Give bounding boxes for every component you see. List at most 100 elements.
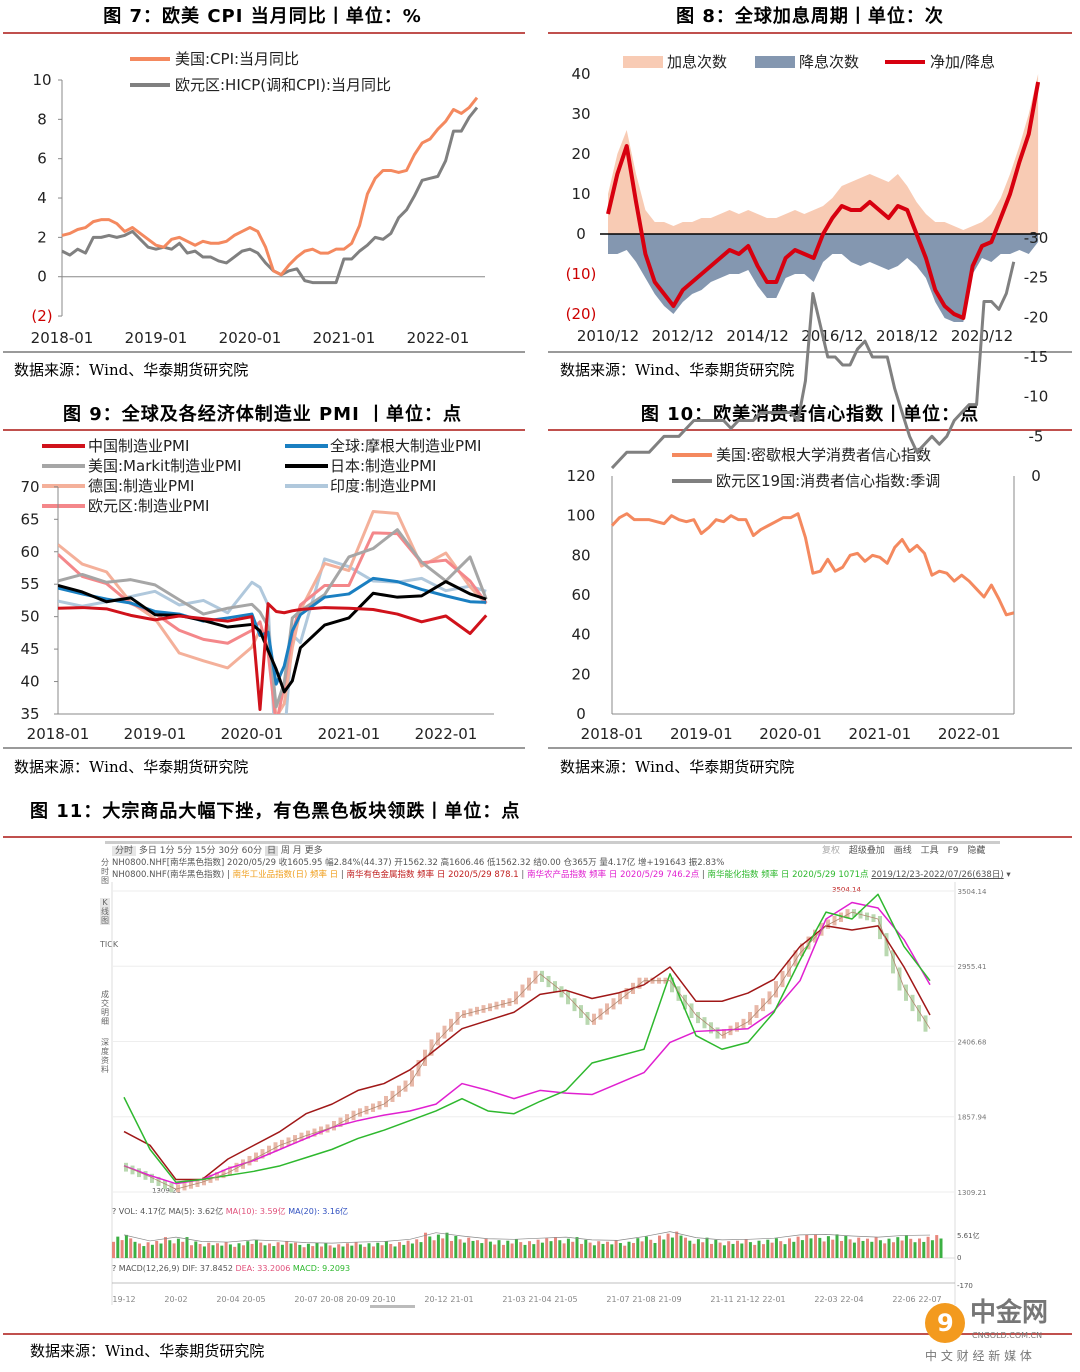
- side-tab[interactable]: 成交明细: [101, 990, 109, 1026]
- fig9-title: 图 9：全球及各经济体制造业 PMI 丨单位：点: [62, 404, 463, 425]
- candle: [839, 912, 843, 922]
- volume-bar: [800, 1240, 804, 1258]
- tab-period[interactable]: 分时: [112, 846, 137, 856]
- tool-button[interactable]: 画线: [893, 846, 912, 856]
- tick-label: 1857.94: [958, 1114, 987, 1122]
- volume-bar: [623, 1245, 627, 1258]
- side-tab[interactable]: 深度资料: [101, 1038, 109, 1074]
- volume-bar: [112, 1241, 115, 1258]
- tick-label: 20-08: [320, 1295, 343, 1304]
- candle: [377, 1101, 382, 1110]
- candle: [455, 1011, 460, 1025]
- candle: [748, 1011, 752, 1025]
- volume-bar: [753, 1244, 757, 1258]
- side-tab[interactable]: K线图: [100, 898, 110, 925]
- tab-period[interactable]: 60分: [241, 846, 263, 856]
- tab-period[interactable]: 1分: [159, 846, 175, 856]
- tab-period[interactable]: 周: [280, 846, 290, 856]
- date-range[interactable]: 2019/12/23-2022/07/26(638日): [871, 870, 1004, 880]
- volume-bar: [796, 1236, 800, 1258]
- tool-button[interactable]: 复权: [822, 846, 841, 856]
- tool-button[interactable]: 工具: [920, 846, 939, 856]
- side-tab[interactable]: 分时图: [101, 858, 109, 885]
- volume-bar: [155, 1240, 159, 1258]
- volume-bar: [358, 1244, 362, 1258]
- volume-bar: [597, 1241, 601, 1258]
- volume-bar: [384, 1241, 388, 1258]
- index-line: [123, 925, 931, 1181]
- volume-bar: [124, 1234, 128, 1258]
- candle: [137, 1168, 141, 1178]
- volume-bar: [606, 1241, 609, 1258]
- candle: [878, 915, 882, 940]
- tick-label: 40: [571, 65, 590, 83]
- tab-period[interactable]: 5分: [177, 846, 193, 856]
- tick-label: 21-12: [736, 1295, 759, 1304]
- vol-ma20: MA(20): 3.16亿: [288, 1207, 349, 1216]
- tab-period[interactable]: 日: [264, 846, 278, 856]
- volume-bar: [237, 1243, 241, 1258]
- candle: [598, 1008, 603, 1020]
- volume-bar: [211, 1245, 215, 1258]
- fig11-source: 数据来源：Wind、华泰期货研究院: [30, 1342, 265, 1360]
- tick-label: 0: [576, 225, 586, 243]
- candle: [592, 1013, 596, 1025]
- legend-label: 美国:Markit制造业PMI: [88, 457, 242, 475]
- tick-label: 20-12: [424, 1295, 447, 1304]
- candle: [150, 1173, 154, 1183]
- tick-label: (20): [566, 305, 597, 323]
- volume-bar: [666, 1233, 670, 1258]
- candle: [683, 994, 687, 1010]
- tool-button[interactable]: 隐藏: [967, 846, 986, 856]
- volume-bar: [514, 1239, 518, 1258]
- legend-swatch: [755, 56, 795, 68]
- legend-label: 美国:密歇根大学消费者信心指数: [716, 446, 932, 464]
- volume-bar: [913, 1242, 917, 1258]
- legend-swatch: [42, 444, 85, 448]
- tick-label: 2012/12: [652, 327, 714, 345]
- volume-bar: [220, 1245, 224, 1258]
- volume-bar: [774, 1238, 778, 1258]
- candle: [540, 970, 544, 982]
- logo-glyph-icon: 9: [937, 1309, 954, 1337]
- tab-period[interactable]: 更多: [304, 846, 323, 856]
- fig10-bottom-rule: [548, 747, 1072, 749]
- volume-bar: [346, 1243, 349, 1258]
- volume-bar: [224, 1242, 228, 1258]
- tick-label: 2955.41: [958, 963, 987, 971]
- tab-period[interactable]: 月: [292, 846, 302, 856]
- candle: [845, 909, 850, 919]
- tool-button[interactable]: 超级叠加: [848, 846, 885, 856]
- candle: [228, 1166, 232, 1176]
- tick-label: 2020-01: [221, 725, 284, 743]
- volume-bar: [857, 1237, 861, 1258]
- volume-bar: [575, 1237, 579, 1258]
- tick-label: 2019-01: [125, 329, 188, 347]
- volume-bar: [762, 1244, 765, 1258]
- horizontal-scrollbar[interactable]: [370, 1305, 415, 1308]
- candle: [923, 1015, 928, 1032]
- volume-bar: [757, 1240, 761, 1258]
- tab-period[interactable]: 多日: [138, 846, 157, 856]
- tab-period[interactable]: 15分: [195, 846, 216, 856]
- volume-bar: [502, 1244, 505, 1258]
- fig9-bottom-rule: [3, 747, 525, 749]
- tab-period[interactable]: 30分: [218, 846, 239, 856]
- side-tab[interactable]: TICK: [100, 940, 119, 949]
- volume-bar: [324, 1243, 328, 1258]
- volume-bar: [900, 1240, 904, 1258]
- tool-button[interactable]: F9: [947, 846, 959, 856]
- volume-ma-line: [123, 1231, 931, 1244]
- fig9-source: 数据来源：Wind、华泰期货研究院: [14, 758, 249, 776]
- low-mark: 1309.21: [152, 1187, 181, 1195]
- candle: [611, 998, 616, 1010]
- volume-bar: [337, 1244, 341, 1258]
- tick-label: 2010/12: [577, 327, 639, 345]
- euro-sentiment-line: [610, 261, 1016, 470]
- volume-bar: [892, 1242, 895, 1258]
- candle: [390, 1090, 395, 1102]
- volume-bar: [814, 1234, 817, 1258]
- tick-label: 55: [20, 575, 39, 593]
- candle: [774, 981, 778, 998]
- tick-label: (2): [31, 307, 52, 325]
